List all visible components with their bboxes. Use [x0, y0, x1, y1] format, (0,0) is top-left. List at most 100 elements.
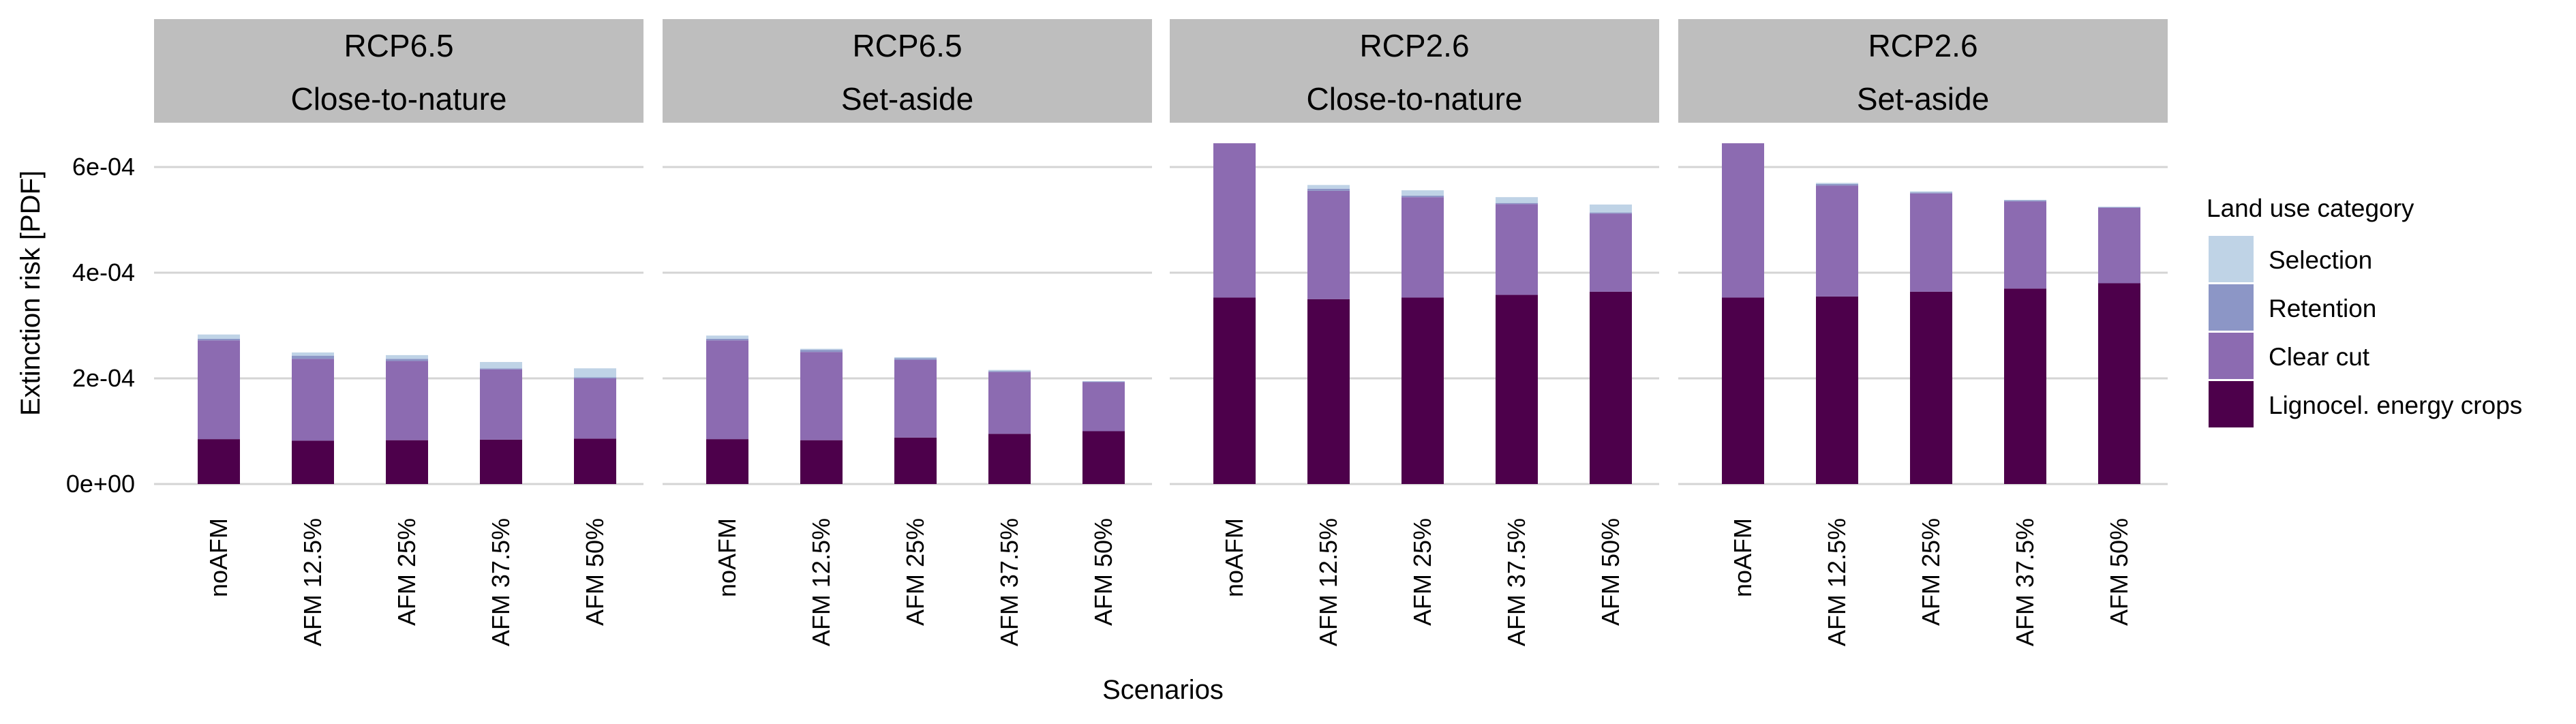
bar-segment	[1082, 382, 1125, 432]
legend-key	[2209, 333, 2254, 379]
bar-segment	[988, 434, 1031, 484]
bar-segment	[2004, 201, 2046, 289]
bar-segment	[1496, 202, 1538, 205]
bar-segment	[1910, 192, 1952, 194]
x-tick-label: AFM 37.5%	[487, 518, 515, 646]
panel-strip-line2: Close-to-nature	[290, 81, 506, 117]
panel-strip-line1: RCP2.6	[1359, 28, 1469, 63]
bar-segment	[1590, 212, 1632, 214]
bar-segment	[800, 348, 843, 350]
legend-label: Lignocel. energy crops	[2269, 391, 2522, 419]
bar-segment	[480, 361, 522, 369]
legend-title: Land use category	[2207, 194, 2414, 222]
bar-segment	[1401, 190, 1444, 196]
x-tick-label: AFM 12.5%	[299, 518, 327, 646]
bar-segment	[1722, 143, 1764, 298]
bar-segment	[1590, 291, 1632, 484]
bar-segment	[1082, 380, 1125, 382]
bar-segment	[198, 439, 240, 484]
bar-segment	[1816, 183, 1858, 186]
panel-strip-line1: RCP2.6	[1868, 28, 1978, 63]
panel-strip	[1678, 19, 2168, 123]
panel-strip-line2: Set-aside	[1857, 81, 1989, 117]
bar-segment	[706, 335, 748, 339]
bar-segment	[386, 440, 428, 484]
bar-segment	[1910, 191, 1952, 193]
x-tick-label: AFM 25%	[1917, 518, 1945, 626]
legend-label: Clear cut	[2269, 343, 2370, 371]
panel-strip	[1170, 19, 1659, 123]
bar-segment	[574, 368, 616, 378]
bar-segment	[1496, 197, 1538, 203]
x-tick-label: AFM 37.5%	[1502, 518, 1530, 646]
x-tick-label: AFM 37.5%	[995, 518, 1023, 646]
bar-segment	[1722, 297, 1764, 484]
y-tick-label: 0e+00	[66, 470, 135, 498]
bar-segment	[1307, 190, 1350, 299]
bar-segment	[198, 340, 240, 440]
bar-segment	[1816, 296, 1858, 484]
x-tick-label: AFM 37.5%	[2011, 518, 2039, 646]
legend-label: Retention	[2269, 295, 2376, 322]
x-tick-label: noAFM	[1729, 518, 1757, 597]
bar-segment	[894, 437, 937, 484]
x-tick-label: AFM 50%	[1596, 518, 1624, 626]
bar-segment	[706, 338, 748, 341]
x-tick-label: AFM 50%	[2105, 518, 2133, 626]
legend-key	[2209, 236, 2254, 282]
bar-segment	[480, 369, 522, 440]
bar-segment	[386, 359, 428, 361]
panel-strip-line1: RCP6.5	[852, 28, 962, 63]
legend: Land use category Selection Retention Clea…	[2207, 194, 2522, 427]
bar-segment	[894, 359, 937, 438]
bar-segment	[2004, 200, 2046, 202]
x-tick-label: AFM 12.5%	[1314, 518, 1342, 646]
bar-segment	[2098, 207, 2140, 284]
chart-panel: RCP2.6 Set-aside noAFM AFM 12.5% AFM 25% AFM …	[1678, 19, 2168, 646]
bar-segment	[2098, 207, 2140, 208]
bar-segment	[386, 355, 428, 359]
bar-segment	[706, 439, 748, 484]
x-tick-label: AFM 25%	[393, 518, 421, 626]
bar-segment	[1401, 297, 1444, 484]
bar-segment	[198, 338, 240, 341]
bar-segment	[292, 359, 334, 441]
panel-strip-line2: Set-aside	[841, 81, 973, 117]
bar-segment	[1401, 197, 1444, 298]
bar-segment	[1213, 297, 1256, 484]
bar-segment	[574, 438, 616, 484]
bar-segment	[1816, 183, 1858, 184]
legend-label: Selection	[2269, 246, 2372, 274]
y-tick-label: 4e-04	[72, 258, 135, 286]
panel-strip-line2: Close-to-nature	[1306, 81, 1522, 117]
bar-segment	[1307, 299, 1350, 484]
panel-strip	[663, 19, 1152, 123]
bar-segment	[1590, 213, 1632, 292]
legend-key	[2209, 381, 2254, 427]
bar-segment	[1307, 188, 1350, 191]
bar-segment	[894, 358, 937, 360]
chart-panel: RCP2.6 Close-to-nature noAFM AFM 12.5% AFM 2…	[1170, 19, 1659, 646]
chart-panels: RCP6.5 Close-to-nature noAFM AFM 12.5% AFM 2…	[154, 19, 2168, 646]
chart-panel: RCP6.5 Set-aside noAFM AFM 12.5% AFM 25% AFM …	[663, 19, 1152, 646]
x-axis-title: Scenarios	[1102, 675, 1224, 705]
bar-segment	[800, 352, 843, 440]
bar-segment	[706, 340, 748, 440]
y-axis: 0e+00 2e-04 4e-04 6e-04	[66, 153, 135, 498]
bar-segment	[1590, 205, 1632, 213]
bar-segment	[800, 440, 843, 484]
bar-segment	[198, 334, 240, 339]
x-tick-label: AFM 50%	[581, 518, 609, 626]
bar-segment	[2004, 288, 2046, 484]
x-tick-label: noAFM	[204, 518, 232, 597]
x-tick-label: AFM 50%	[1089, 518, 1117, 626]
panel-strip	[154, 19, 643, 123]
bar-segment	[894, 357, 937, 359]
x-tick-label: noAFM	[713, 518, 741, 597]
bar-segment	[1910, 291, 1952, 484]
bar-segment	[292, 440, 334, 484]
bar-segment	[2098, 283, 2140, 484]
bar-segment	[988, 369, 1031, 372]
chart-panel: RCP6.5 Close-to-nature noAFM AFM 12.5% AFM 2…	[154, 19, 643, 646]
